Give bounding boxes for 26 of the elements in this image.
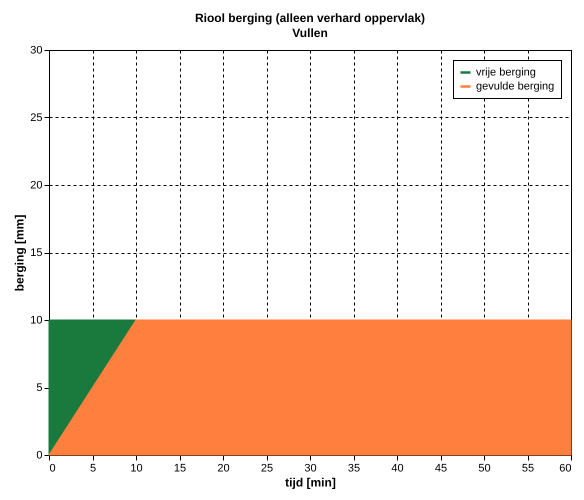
x-tick-label: 10 (130, 462, 143, 474)
chart-subtitle: Vullen (292, 26, 328, 40)
x-tick-label: 30 (304, 462, 317, 474)
y-tick-label: 15 (30, 247, 42, 259)
y-tick-label: 30 (30, 44, 42, 56)
y-tick-label: 20 (30, 180, 42, 192)
chart-title: Riool berging (alleen verhard oppervlak) (194, 11, 426, 25)
x-axis-title: tijd [min] (285, 476, 336, 490)
x-tick-label: 5 (90, 462, 96, 474)
y-tick-label: 25 (30, 112, 42, 124)
x-tick-label: 50 (478, 462, 491, 474)
y-tick-label: 10 (30, 314, 42, 326)
legend-label: vrije berging (476, 66, 536, 78)
x-tick-label: 25 (260, 462, 274, 474)
y-axis-title: berging [mm] (12, 214, 26, 292)
x-tick-label: 60 (559, 462, 572, 474)
x-tick-label: 45 (434, 462, 448, 474)
x-tick-label: 15 (174, 462, 186, 474)
x-tick-label: 40 (391, 462, 404, 474)
x-tick-label: 55 (522, 462, 534, 474)
y-tick-label: 5 (36, 382, 42, 394)
x-tick-label: 35 (348, 462, 360, 474)
x-tick-label: 20 (217, 462, 230, 474)
legend-label: gevulde berging (476, 80, 554, 92)
y-tick-label: 0 (36, 450, 42, 462)
x-tick-label: 0 (50, 462, 56, 474)
